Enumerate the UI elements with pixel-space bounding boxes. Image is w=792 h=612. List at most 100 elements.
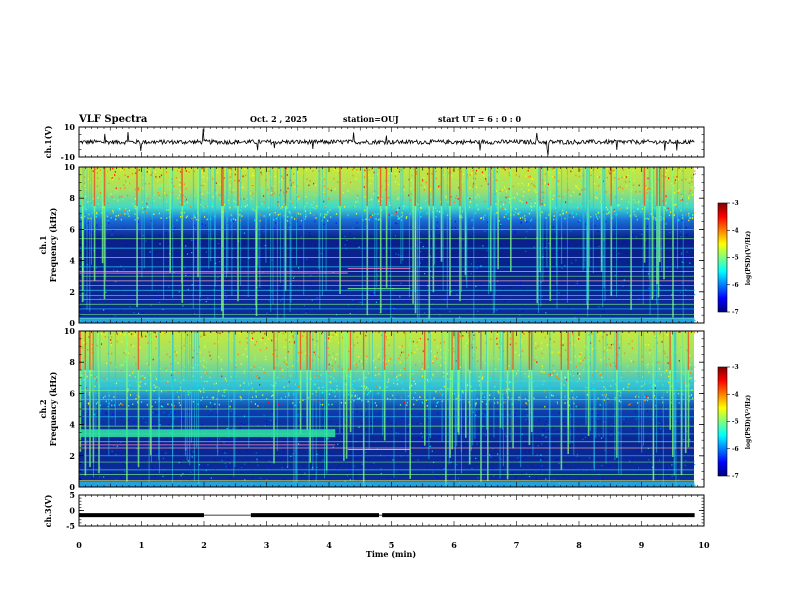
noise-speckle bbox=[584, 188, 586, 191]
noise-speckle bbox=[505, 213, 507, 216]
noise-speckle bbox=[337, 380, 339, 383]
noise-speckle bbox=[431, 173, 433, 175]
noise-speckle bbox=[538, 237, 540, 239]
noise-speckle bbox=[252, 208, 254, 210]
noise-speckle bbox=[597, 287, 599, 289]
noise-speckle bbox=[268, 170, 270, 173]
noise-speckle bbox=[186, 253, 189, 255]
noise-speckle bbox=[387, 196, 389, 199]
noise-speckle bbox=[118, 436, 120, 438]
noise-speckle bbox=[605, 191, 607, 193]
noise-speckle bbox=[544, 204, 546, 206]
noise-speckle bbox=[614, 210, 616, 212]
noise-speckle bbox=[386, 365, 388, 367]
noise-speckle bbox=[468, 178, 470, 180]
sferic-streak bbox=[303, 167, 305, 296]
noise-speckle bbox=[578, 478, 580, 480]
noise-speckle bbox=[637, 298, 640, 300]
noise-speckle bbox=[579, 376, 581, 379]
noise-speckle bbox=[119, 365, 121, 368]
noise-speckle bbox=[514, 351, 516, 354]
sferic-streak bbox=[169, 167, 171, 273]
noise-speckle bbox=[558, 180, 560, 182]
noise-speckle bbox=[634, 293, 636, 295]
sferic-streak bbox=[412, 167, 414, 304]
noise-speckle bbox=[540, 341, 543, 344]
noise-speckle bbox=[332, 334, 334, 336]
sferic-streak bbox=[657, 167, 660, 298]
noise-speckle bbox=[455, 229, 457, 231]
noise-speckle bbox=[185, 188, 187, 190]
noise-speckle bbox=[603, 309, 605, 311]
noise-speckle bbox=[370, 216, 372, 218]
noise-speckle bbox=[546, 303, 548, 305]
noise-speckle bbox=[152, 196, 154, 199]
noise-speckle bbox=[462, 179, 464, 181]
noise-speckle bbox=[310, 274, 312, 277]
noise-speckle bbox=[166, 353, 168, 356]
noise-speckle bbox=[282, 197, 285, 200]
ch1-ylabel-channel: ch.1 bbox=[38, 235, 48, 254]
noise-speckle bbox=[575, 365, 577, 368]
noise-speckle bbox=[471, 196, 473, 198]
noise-speckle bbox=[207, 177, 209, 180]
noise-speckle bbox=[158, 194, 160, 197]
noise-speckle bbox=[394, 262, 396, 264]
noise-speckle bbox=[660, 219, 662, 221]
noise-speckle bbox=[481, 378, 483, 380]
noise-speckle bbox=[405, 206, 407, 209]
noise-speckle bbox=[323, 216, 325, 219]
noise-speckle bbox=[118, 259, 120, 261]
noise-speckle bbox=[225, 261, 227, 263]
noise-speckle bbox=[529, 274, 531, 276]
noise-speckle bbox=[155, 347, 157, 350]
noise-speckle bbox=[691, 180, 693, 183]
noise-speckle bbox=[96, 344, 98, 347]
noise-speckle bbox=[313, 214, 315, 216]
noise-speckle bbox=[261, 203, 263, 205]
noise-speckle bbox=[452, 475, 454, 477]
noise-speckle bbox=[228, 187, 230, 189]
noise-speckle bbox=[571, 455, 573, 458]
noise-speckle bbox=[421, 180, 423, 182]
noise-speckle bbox=[645, 258, 647, 260]
noise-speckle bbox=[508, 172, 510, 174]
no-data-region bbox=[694, 331, 704, 487]
noise-speckle bbox=[177, 444, 179, 447]
noise-speckle bbox=[570, 230, 572, 232]
noise-speckle bbox=[632, 170, 634, 172]
noise-speckle bbox=[271, 390, 273, 393]
noise-speckle bbox=[357, 200, 359, 203]
noise-speckle bbox=[595, 196, 597, 198]
sferic-streak bbox=[400, 167, 402, 264]
noise-speckle bbox=[457, 477, 459, 479]
noise-speckle bbox=[475, 404, 477, 407]
noise-speckle bbox=[137, 312, 140, 314]
noise-speckle bbox=[553, 218, 555, 221]
noise-speckle bbox=[548, 242, 550, 245]
noise-speckle bbox=[693, 187, 696, 189]
noise-speckle bbox=[628, 390, 630, 393]
noise-speckle bbox=[410, 199, 412, 201]
noise-speckle bbox=[140, 381, 142, 383]
noise-speckle bbox=[173, 418, 175, 420]
noise-speckle bbox=[578, 284, 580, 286]
noise-speckle bbox=[332, 368, 334, 371]
sferic-streak bbox=[546, 167, 548, 268]
noise-speckle bbox=[292, 453, 294, 455]
noise-speckle bbox=[314, 309, 316, 311]
noise-speckle bbox=[320, 252, 322, 255]
noise-speckle bbox=[603, 394, 605, 396]
noise-speckle bbox=[637, 202, 639, 205]
noise-speckle bbox=[110, 344, 112, 346]
noise-speckle bbox=[600, 373, 602, 376]
noise-speckle bbox=[530, 203, 532, 205]
noise-speckle bbox=[114, 192, 116, 195]
noise-speckle bbox=[623, 242, 625, 244]
noise-speckle bbox=[152, 370, 154, 372]
noise-speckle bbox=[628, 181, 630, 183]
noise-speckle bbox=[92, 170, 94, 172]
noise-speckle bbox=[113, 404, 116, 407]
noise-speckle bbox=[481, 400, 484, 403]
noise-speckle bbox=[146, 202, 148, 205]
